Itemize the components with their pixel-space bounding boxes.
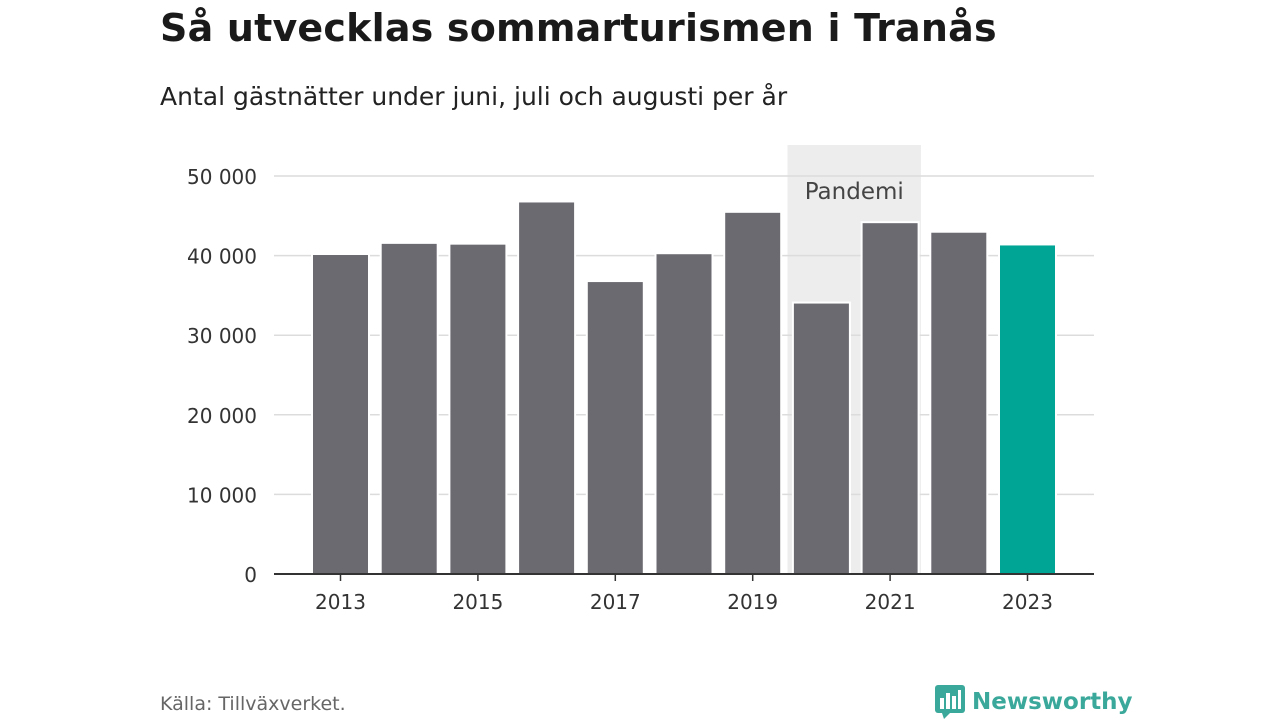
x-tick-label: 2017: [590, 590, 641, 614]
brand-logo: Newsworthy: [934, 684, 1133, 720]
bar-2019: [723, 210, 783, 575]
brand-name: Newsworthy: [972, 689, 1133, 715]
y-tick-label: 0: [244, 563, 257, 587]
chart-title: Så utvecklas sommarturismen i Tranås: [160, 6, 997, 50]
y-tick-label: 50 000: [187, 165, 257, 189]
y-tick-label: 30 000: [187, 324, 257, 348]
newsworthy-logo-icon: [935, 685, 965, 719]
bar-2023: [998, 243, 1057, 575]
bar-2017: [585, 280, 645, 575]
chart-subtitle: Antal gästnätter under juni, juli och au…: [160, 82, 788, 111]
bar-2021: [860, 221, 920, 575]
x-tick-label: 2023: [1002, 590, 1053, 614]
y-tick-label: 20 000: [187, 404, 257, 428]
y-tick-label: 10 000: [187, 483, 257, 507]
y-tick-label: 40 000: [187, 245, 257, 269]
x-tick-label: 2013: [315, 590, 366, 614]
bar-2016: [517, 200, 577, 576]
x-tick-label: 2015: [452, 590, 503, 614]
x-tick-label: 2021: [865, 590, 916, 614]
bar-2022: [929, 230, 989, 575]
bar-2013: [311, 253, 370, 575]
x-tick-label: 2019: [727, 590, 778, 614]
bar-2014: [379, 241, 439, 575]
bar-2018: [654, 252, 714, 575]
source-note: Källa: Tillväxverket.: [160, 693, 346, 715]
annotation-pandemi: Pandemi: [805, 179, 904, 205]
bar-2020: [791, 301, 851, 575]
bar-2015: [448, 242, 508, 575]
